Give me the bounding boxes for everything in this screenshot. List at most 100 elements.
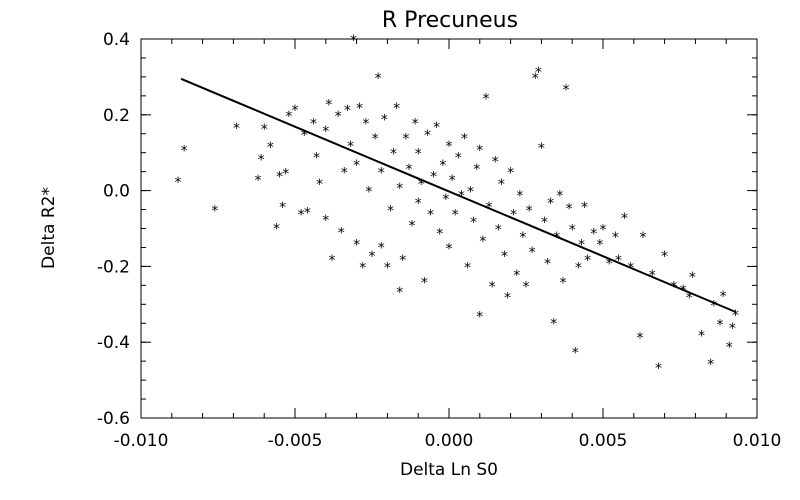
data-point: * — [670, 279, 677, 295]
data-point: * — [350, 33, 357, 49]
data-point: * — [396, 181, 403, 197]
data-point: * — [544, 257, 551, 273]
data-point: * — [566, 202, 573, 218]
axis-ticks: -0.010 -0.005 0.000 0.005 0.010 -0.6 -0.4 -0.2 0… — [97, 30, 782, 451]
data-point: * — [261, 122, 268, 138]
data-point: * — [686, 291, 693, 307]
y-tick-label: 0.0 — [103, 182, 130, 202]
data-point: * — [402, 132, 409, 148]
data-point: * — [399, 253, 406, 269]
data-point: * — [612, 230, 619, 246]
data-point: * — [479, 234, 486, 250]
data-point: * — [316, 177, 323, 193]
x-tick-label: 0.005 — [579, 431, 628, 451]
data-point: * — [559, 276, 566, 292]
data-point: * — [581, 200, 588, 216]
data-point: * — [507, 166, 514, 182]
data-point: * — [372, 132, 379, 148]
data-point: * — [541, 215, 548, 231]
data-point: * — [341, 166, 348, 182]
data-point: * — [381, 113, 388, 129]
data-point: * — [572, 346, 579, 362]
data-point: * — [498, 177, 505, 193]
data-point: * — [470, 215, 477, 231]
data-point: * — [535, 65, 542, 81]
data-point: * — [328, 253, 335, 269]
data-point: * — [455, 150, 462, 166]
data-point: * — [501, 249, 508, 265]
data-point: * — [655, 361, 662, 377]
data-point: * — [233, 121, 240, 137]
data-point: * — [335, 109, 342, 125]
data-point: * — [347, 139, 354, 155]
data-point: * — [452, 207, 459, 223]
data-point: * — [181, 144, 188, 160]
data-point: * — [621, 211, 628, 227]
data-point: * — [449, 173, 456, 189]
data-point: * — [510, 207, 517, 223]
x-tick-label: 0.000 — [425, 431, 474, 451]
data-point: * — [424, 128, 431, 144]
data-point: * — [412, 116, 419, 132]
data-point: * — [569, 223, 576, 239]
y-tick-label: -0.4 — [97, 333, 130, 353]
data-point: * — [174, 175, 181, 191]
data-point: * — [322, 213, 329, 229]
data-point: * — [636, 331, 643, 347]
data-point: * — [255, 173, 262, 189]
data-point: * — [446, 139, 453, 155]
data-point: * — [689, 270, 696, 286]
data-point: * — [405, 162, 412, 178]
data-point: * — [353, 238, 360, 254]
data-point: * — [356, 101, 363, 117]
data-point: * — [464, 260, 471, 276]
data-point: * — [298, 207, 305, 223]
data-point: * — [430, 169, 437, 185]
data-point: * — [276, 169, 283, 185]
data-point: * — [516, 188, 523, 204]
data-points: * * * * * * * * * * * * * * * * * * * * * * * * * * * * * * * * * * * * * * * *… — [174, 33, 738, 377]
data-point: * — [717, 317, 724, 333]
y-tick-label: -0.2 — [97, 257, 130, 277]
data-point: * — [519, 230, 526, 246]
regression-line — [180, 77, 736, 313]
data-point: * — [698, 329, 705, 345]
data-point: * — [615, 253, 622, 269]
data-point: * — [418, 177, 425, 193]
x-tick-label: 0.010 — [733, 431, 782, 451]
chart-title: R Precuneus — [382, 8, 518, 33]
data-point: * — [436, 226, 443, 242]
data-point: * — [532, 71, 539, 87]
data-point: * — [390, 147, 397, 163]
data-point: * — [710, 298, 717, 314]
data-point: * — [378, 241, 385, 257]
data-point: * — [575, 260, 582, 276]
data-point: * — [322, 124, 329, 140]
data-point: * — [726, 340, 733, 356]
data-point: * — [578, 238, 585, 254]
data-point: * — [415, 147, 422, 163]
data-point: * — [375, 71, 382, 87]
data-point: * — [513, 268, 520, 284]
data-point: * — [415, 196, 422, 212]
data-point: * — [495, 223, 502, 239]
data-point: * — [473, 162, 480, 178]
data-point: * — [211, 204, 218, 220]
data-point: * — [285, 109, 292, 125]
data-point: * — [304, 205, 311, 221]
x-axis-label: Delta Ln S0 — [400, 460, 498, 480]
data-point: * — [563, 82, 570, 98]
data-point: * — [365, 185, 372, 201]
data-point: * — [387, 204, 394, 220]
data-point: * — [409, 219, 416, 235]
data-point: * — [526, 204, 533, 220]
data-point: * — [273, 222, 280, 238]
data-point: * — [433, 120, 440, 136]
x-tick-label: -0.005 — [268, 431, 323, 451]
data-point: * — [590, 226, 597, 242]
data-point: * — [492, 154, 499, 170]
data-point: * — [292, 103, 299, 119]
data-point: * — [310, 116, 317, 132]
data-point: * — [556, 188, 563, 204]
